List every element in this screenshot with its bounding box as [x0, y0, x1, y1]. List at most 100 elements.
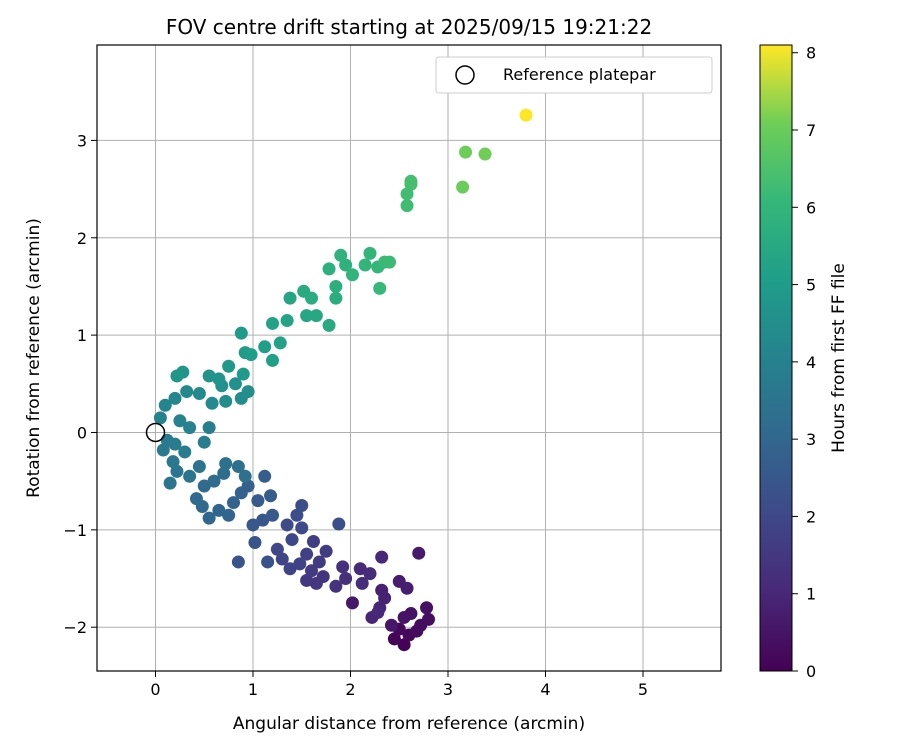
colorbar-ticks: 0 1 2 3 4 5 6 7 8	[792, 44, 816, 681]
scatter-point	[275, 552, 289, 566]
scatter-point	[363, 246, 377, 260]
colorbar-tick-label: 0	[806, 662, 816, 681]
scatter-point	[168, 437, 182, 451]
scatter-point	[248, 535, 262, 549]
legend-marker-icon	[455, 65, 475, 85]
scatter-point	[228, 377, 242, 391]
scatter-point	[238, 469, 252, 483]
scatter-point	[300, 309, 314, 323]
scatter-point	[189, 492, 203, 506]
scatter-point	[234, 486, 248, 500]
scatter-point	[358, 258, 372, 272]
chart-title: FOV centre drift starting at 2025/09/15 …	[166, 15, 652, 39]
scatter-point	[397, 638, 411, 652]
scatter-point	[258, 340, 272, 354]
scatter-point	[180, 385, 194, 399]
scatter-point	[319, 544, 333, 558]
scatter-point	[192, 387, 206, 401]
scatter-point	[459, 145, 473, 159]
y-axis-ticks: −2 −1 0 1 2 3	[63, 131, 97, 637]
scatter-point	[202, 511, 216, 525]
scatter-point	[212, 372, 226, 386]
colorbar-gradient	[759, 44, 793, 672]
scatter-point	[212, 503, 226, 517]
plot-frame	[96, 44, 722, 672]
scatter-point	[334, 248, 348, 262]
scatter-point	[231, 460, 245, 474]
scatter-point	[332, 517, 346, 531]
scatter-point	[295, 521, 309, 535]
scatter-point	[371, 606, 385, 620]
x-tick-label: 0	[150, 680, 160, 699]
scatter-point	[166, 455, 180, 469]
scatter-point	[290, 508, 304, 522]
colorbar-tick-label: 8	[806, 44, 816, 63]
scatter-point	[266, 353, 279, 367]
legend-box	[435, 56, 713, 94]
scatter-points	[153, 108, 533, 652]
scatter-point	[153, 411, 167, 425]
colorbar-tick-label: 3	[806, 430, 816, 449]
y-tick-label: 1	[77, 326, 87, 345]
scatter-point	[251, 494, 265, 508]
colorbar-tick-label: 4	[806, 353, 816, 372]
scatter-point	[355, 576, 369, 590]
scatter-point	[202, 421, 216, 435]
scatter-point	[339, 258, 353, 272]
scatter-point	[261, 555, 275, 569]
scatter-point	[280, 314, 294, 328]
scatter-point	[246, 518, 260, 532]
scatter-point	[306, 535, 320, 549]
scatter-point	[400, 199, 414, 213]
scatter-point	[170, 369, 184, 383]
scatter-point	[163, 476, 177, 490]
scatter-point	[158, 398, 172, 412]
scatter-point	[363, 567, 377, 581]
colorbar-tick-label: 6	[806, 198, 816, 217]
legend: Reference platepar	[435, 56, 713, 94]
x-tick-label: 3	[443, 680, 453, 699]
scatter-point	[404, 174, 418, 188]
colorbar-label: Hours from first FF file	[829, 263, 849, 453]
scatter-point	[197, 479, 211, 493]
scatter-point	[178, 445, 192, 459]
scatter-point	[420, 601, 434, 615]
scatter-point	[173, 414, 187, 428]
scatter-point	[168, 391, 182, 405]
scatter-point	[345, 596, 359, 610]
y-tick-label: 2	[77, 229, 87, 248]
scatter-point	[456, 180, 470, 194]
scatter-point	[234, 326, 248, 340]
colorbar-tick-label: 2	[806, 507, 816, 526]
scatter-point	[264, 489, 278, 503]
scatter-point	[295, 498, 309, 512]
scatter-point	[345, 268, 359, 282]
scatter-point	[329, 291, 343, 305]
scatter-point	[373, 281, 387, 295]
scatter-point	[312, 555, 326, 569]
reference-platepar-marker	[145, 422, 166, 443]
scatter-point	[519, 108, 533, 122]
scatter-point	[397, 610, 411, 624]
y-axis-label: Rotation from reference (arcmin)	[24, 218, 44, 498]
scatter-point	[400, 581, 414, 595]
colorbar-tick-label: 7	[806, 121, 816, 140]
scatter-point	[283, 291, 297, 305]
scatter-point	[309, 576, 323, 590]
scatter-point	[400, 187, 414, 201]
scatter-point	[305, 564, 318, 578]
x-tick-label: 2	[345, 680, 355, 699]
scatter-point	[197, 435, 211, 449]
scatter-point	[183, 421, 197, 435]
scatter-point	[207, 474, 221, 488]
x-tick-label: 1	[248, 680, 258, 699]
scatter-point	[322, 318, 336, 332]
scatter-point	[322, 262, 336, 276]
scatter-point	[156, 443, 170, 457]
scatter-point	[422, 612, 435, 626]
scatter-point	[266, 316, 279, 330]
scatter-point	[227, 496, 240, 510]
y-tick-label: −2	[63, 618, 87, 637]
scatter-point	[339, 572, 353, 586]
